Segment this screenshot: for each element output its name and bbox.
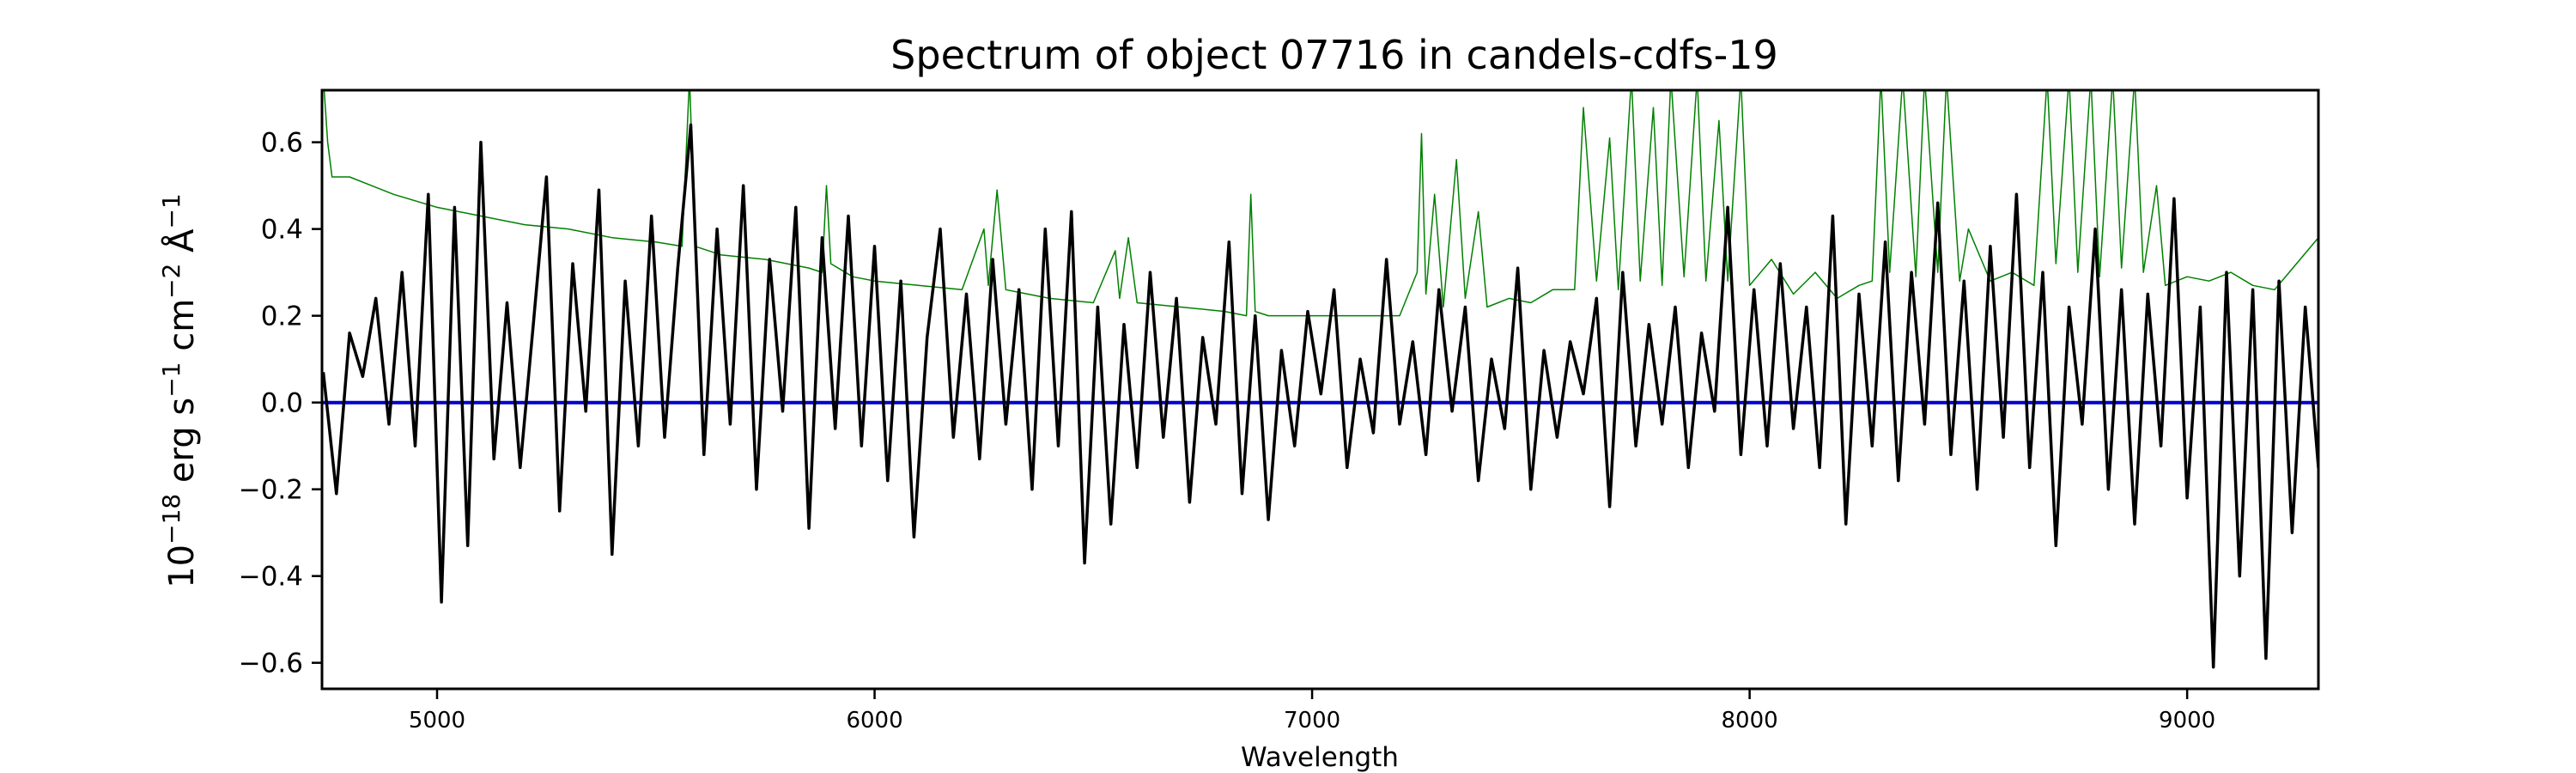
- y-label-exp: −18: [157, 494, 185, 545]
- plot-frame: [320, 88, 2320, 691]
- y-axis-label: 10−18 erg s−1 cm−2 Å−1: [157, 193, 202, 588]
- y-label-base: 10: [162, 545, 202, 588]
- y-label-exp1: −1: [157, 362, 185, 398]
- x-axis-label: Wavelength: [1241, 742, 1399, 773]
- y-tick-label: −0.6: [239, 648, 303, 679]
- y-label-unit3: Å: [161, 228, 202, 264]
- y-tick-label: 0.2: [261, 301, 303, 332]
- y-label-unit2: cm: [162, 299, 202, 362]
- y-label-exp2: −2: [157, 264, 185, 299]
- y-tick-label: 0.0: [261, 388, 303, 419]
- y-tick-label: −0.4: [239, 562, 303, 593]
- chart-title: Spectrum of object 07716 in candels-cdfs…: [890, 32, 1778, 78]
- y-label-unit1: erg s: [162, 398, 202, 494]
- x-tick-label: 5000: [409, 708, 465, 733]
- y-tick-label: 0.6: [261, 128, 303, 159]
- y-tick-label: 0.4: [261, 215, 303, 246]
- y-label-exp3: −1: [157, 193, 185, 228]
- series-flux-line: [322, 123, 2318, 669]
- x-tick-label: 9000: [2159, 708, 2215, 733]
- x-tick-label: 6000: [846, 708, 902, 733]
- x-tick-label: 8000: [1722, 708, 1778, 733]
- y-tick-label: −0.2: [239, 475, 303, 506]
- x-tick-label: 7000: [1284, 708, 1340, 733]
